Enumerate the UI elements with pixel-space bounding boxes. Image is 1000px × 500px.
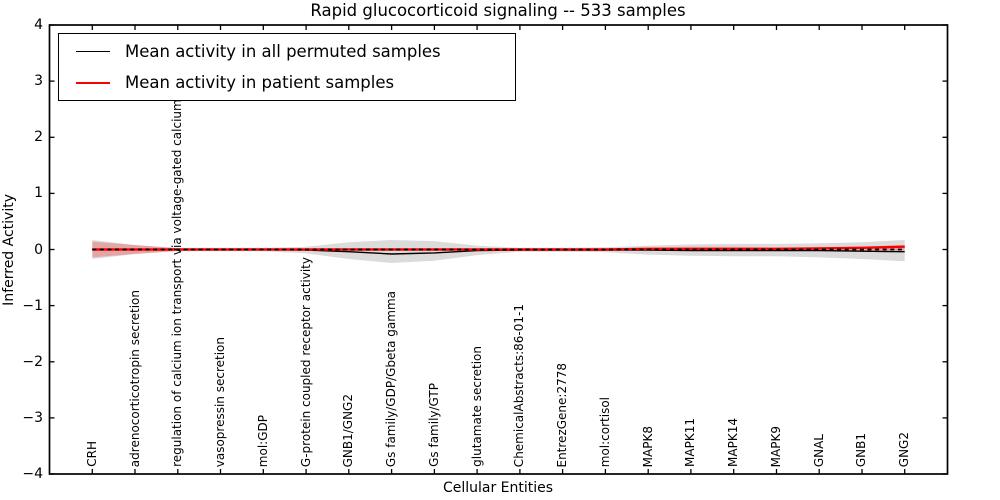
x-tick-label: Gs family/GTP (426, 383, 441, 467)
y-tick-label: −1 (22, 297, 43, 314)
x-tick-label: GNG2 (897, 431, 912, 467)
y-tick-label: −3 (22, 409, 43, 426)
x-tick-label: EntrezGene:2778 (555, 362, 570, 468)
y-axis-label: Inferred Activity (1, 194, 17, 306)
legend-row-permuted: Mean activity in all permuted samples (59, 36, 515, 67)
x-tick-label: MAPK14 (726, 418, 741, 467)
legend-row-patient: Mean activity in patient samples (59, 67, 515, 98)
y-tick-label: 0 (34, 241, 43, 258)
x-tick-label: MAPK9 (768, 425, 783, 467)
x-tick-label: vasopressin secretion (213, 336, 228, 467)
x-tick-label: GNAL (811, 433, 826, 467)
x-tick-label: mol:cortisol (597, 396, 612, 467)
x-tick-label: GNB1 (854, 432, 869, 467)
x-tick-label: MAPK11 (683, 418, 698, 467)
x-axis-label: Cellular Entities (442, 480, 554, 496)
y-tick-label: −4 (22, 466, 43, 482)
permuted-band (92, 240, 905, 263)
x-tick-label: regulation of calcium ion transport via … (170, 48, 185, 467)
y-tick-label: 2 (34, 129, 43, 146)
y-axis-label-wrap: Inferred Activity (1, 0, 17, 500)
x-tick-label: adrenocorticotropin secretion (127, 289, 142, 467)
patient-line-swatch (76, 81, 110, 84)
chart-title: Rapid glucocorticoid signaling -- 533 sa… (310, 1, 686, 20)
legend-label-permuted: Mean activity in all permuted samples (125, 42, 441, 61)
x-tick-label: mol:GDP (255, 414, 270, 467)
x-tick-label: MAPK8 (640, 425, 655, 467)
legend-label-patient: Mean activity in patient samples (125, 73, 395, 92)
y-tick-label: −2 (22, 353, 43, 370)
y-tick-label: 1 (34, 185, 43, 202)
x-tick-label: GNB1/GNG2 (341, 393, 356, 467)
x-tick-label: CRH (84, 441, 99, 467)
legend: Mean activity in all permuted samples Me… (58, 33, 516, 101)
permuted-line-swatch (76, 51, 110, 52)
y-tick-label: 3 (34, 73, 43, 90)
x-tick-label: G-protein coupled receptor activity (298, 256, 313, 467)
x-tick-label: Gs family/GDP/Gbeta gamma (384, 290, 399, 467)
x-tick-label: glutamate secretion (469, 346, 484, 467)
y-tick-label: 4 (34, 17, 43, 33)
x-tick-label: ChemicalAbstracts:86-01-1 (512, 303, 527, 467)
